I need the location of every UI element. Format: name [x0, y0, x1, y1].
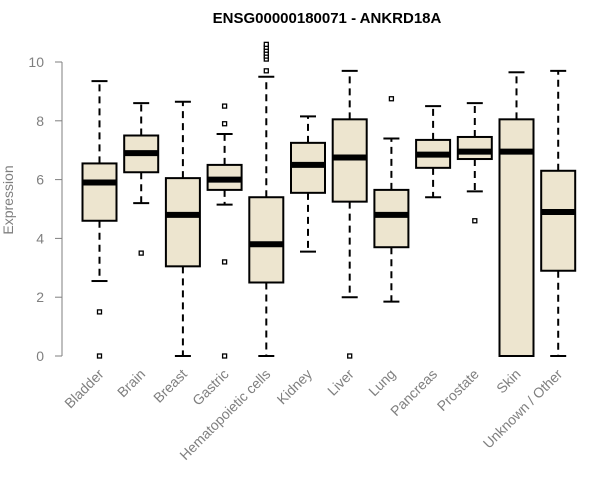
- x-tick-label: Unknown / Other: [480, 366, 566, 452]
- x-tick-label: Liver: [324, 366, 357, 399]
- box-iqr: [248, 196, 285, 284]
- x-tick-label: Breast: [150, 366, 190, 406]
- outlier-point: [388, 96, 395, 102]
- box-iqr: [456, 135, 493, 161]
- outlier-point: [96, 309, 103, 315]
- outlier-point: [96, 353, 103, 359]
- x-tick-label: Skin: [493, 366, 524, 397]
- y-tick-label: 2: [36, 289, 44, 305]
- y-tick-label: 0: [36, 348, 44, 364]
- chart-title: ENSG00000180071 - ANKRD18A: [213, 10, 442, 27]
- box-group: [290, 115, 326, 253]
- box-group: [81, 80, 118, 359]
- box-group: [206, 103, 243, 359]
- x-tick-label: Kidney: [274, 366, 316, 408]
- y-axis-label: Expression: [0, 165, 16, 234]
- outlier-point: [263, 41, 269, 48]
- box-group: [123, 102, 160, 256]
- box-group: [498, 71, 535, 357]
- y-tick-label: 8: [36, 113, 44, 129]
- box-iqr: [540, 169, 577, 272]
- outlier-point: [221, 103, 228, 109]
- box-group: [540, 69, 577, 357]
- box-group: [415, 105, 452, 199]
- x-tick-label: Lung: [365, 366, 398, 399]
- box-group: [331, 69, 368, 359]
- y-tick-label: 10: [28, 54, 44, 70]
- boxes-layer: [81, 41, 577, 359]
- outlier-point: [263, 68, 269, 74]
- y-tick-label: 4: [36, 230, 44, 246]
- box-iqr: [164, 177, 201, 268]
- x-tick-label: Brain: [114, 366, 148, 400]
- x-tick-label: Prostate: [434, 366, 482, 414]
- box-group: [373, 96, 410, 303]
- box-group: [164, 100, 201, 357]
- outlier-point: [138, 250, 144, 256]
- y-tick-label: 6: [36, 172, 44, 188]
- y-axis: 0 2 4 6 8 10: [28, 54, 63, 364]
- outlier-point: [221, 121, 228, 127]
- x-tick-label: Bladder: [61, 366, 107, 412]
- box-iqr: [498, 118, 535, 357]
- outlier-point: [472, 218, 478, 224]
- outlier-point: [221, 259, 228, 265]
- outlier-point: [347, 353, 353, 359]
- box-group: [248, 41, 285, 357]
- box-iqr: [373, 188, 410, 249]
- outlier-point: [221, 353, 228, 359]
- box-iqr: [81, 162, 118, 222]
- box-group: [456, 102, 493, 224]
